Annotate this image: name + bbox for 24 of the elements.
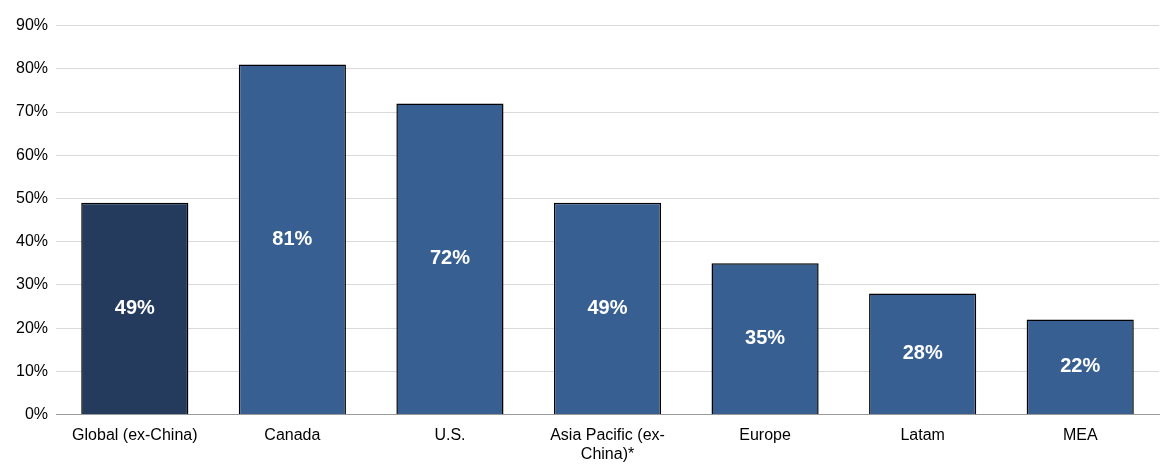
y-tick-label: 30% xyxy=(15,275,49,293)
x-tick-label: Asia Pacific (ex-China)* xyxy=(550,425,665,462)
x-tick-label: MEA xyxy=(1062,425,1098,443)
y-tick-label: 40% xyxy=(15,232,49,250)
x-tick-label: Latam xyxy=(900,425,945,443)
data-label: 49% xyxy=(587,295,628,318)
data-label: 35% xyxy=(745,326,786,349)
y-tick-label: 90% xyxy=(15,16,49,34)
data-label: 28% xyxy=(902,341,943,364)
data-label: 22% xyxy=(1060,354,1101,377)
data-label: 72% xyxy=(429,246,471,269)
x-tick-label: Global (ex-China) xyxy=(72,425,198,443)
y-tick-label: 60% xyxy=(15,145,49,163)
y-tick-label: 80% xyxy=(15,59,49,77)
data-label: 81% xyxy=(272,226,313,249)
y-tick-label: 50% xyxy=(15,188,49,206)
y-tick-label: 0% xyxy=(24,405,49,423)
y-tick-label: 10% xyxy=(15,361,49,379)
x-tick-label: U.S. xyxy=(434,425,466,443)
y-tick-label: 70% xyxy=(15,102,49,120)
x-tick-label: Canada xyxy=(264,425,321,443)
data-label: 49% xyxy=(114,295,156,318)
y-tick-label: 20% xyxy=(15,318,49,336)
x-tick-label: Europe xyxy=(739,425,791,443)
